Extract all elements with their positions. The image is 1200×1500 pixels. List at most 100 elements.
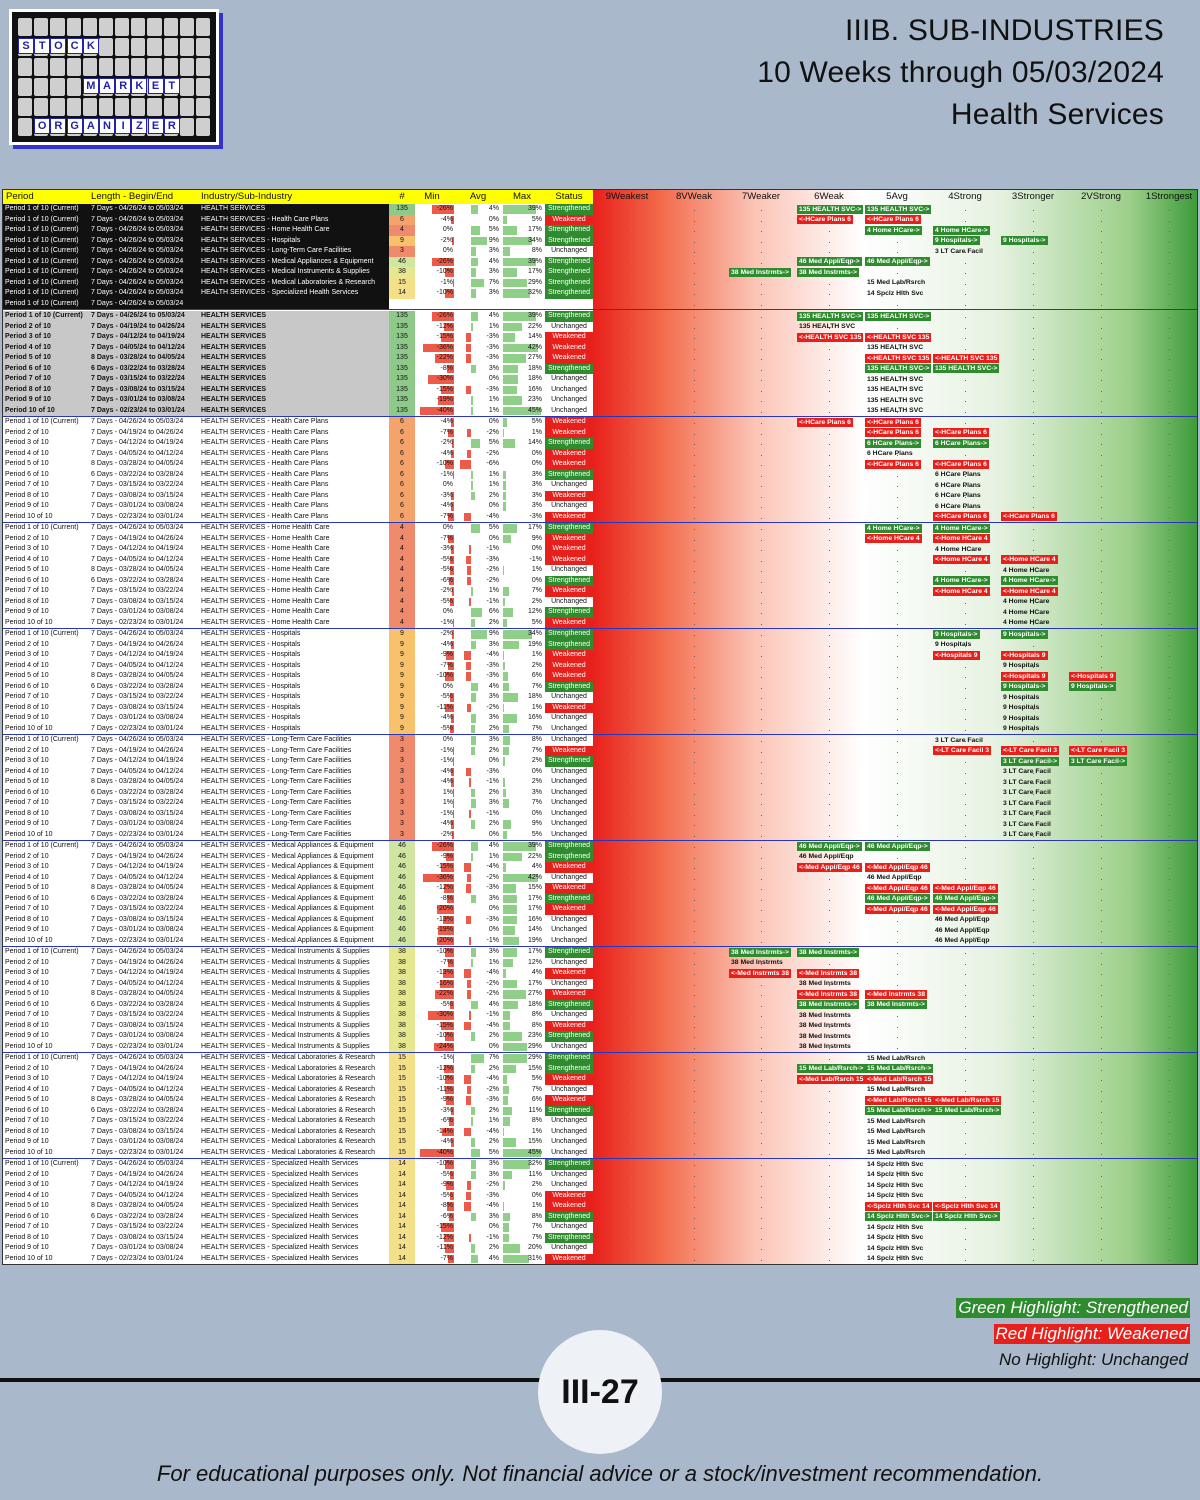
status-cell-background bbox=[545, 629, 593, 640]
min-bar bbox=[453, 757, 454, 766]
length-cell: 6 Days - 03/22/24 to 03/28/24 bbox=[91, 576, 184, 584]
status-cell-background bbox=[545, 204, 593, 215]
status-cell: Weakened bbox=[552, 746, 586, 754]
category-dot bbox=[627, 1238, 628, 1240]
category-dot bbox=[1033, 984, 1034, 986]
count-cell-background bbox=[389, 872, 415, 883]
count-cell: 46 bbox=[398, 863, 406, 870]
category-dot bbox=[897, 411, 898, 413]
category-label: 46 Med Appl/Eqp-> bbox=[797, 841, 862, 851]
logo-tile bbox=[163, 98, 178, 116]
avg-bar bbox=[471, 470, 473, 479]
category-label: <-Med Appl/Eqp 46 bbox=[933, 904, 998, 914]
category-dot bbox=[1169, 1165, 1170, 1166]
category-label: <-Med Lab/Rsrch 15 bbox=[933, 1095, 1002, 1105]
count-cell-background bbox=[389, 438, 415, 449]
count-cell: 135 bbox=[396, 396, 408, 403]
avg-cell: 4% bbox=[488, 312, 499, 319]
category-dot bbox=[965, 571, 966, 572]
category-dot bbox=[1101, 444, 1102, 445]
category-dot bbox=[1169, 635, 1170, 636]
category-dot bbox=[694, 729, 695, 731]
avg-bar bbox=[464, 863, 471, 872]
count-cell-background bbox=[389, 1190, 415, 1201]
avg-cell: 2% bbox=[488, 618, 499, 626]
category-dot bbox=[761, 465, 762, 466]
count-cell: 14 bbox=[398, 1212, 406, 1220]
category-dot bbox=[965, 252, 966, 253]
category-dot bbox=[1101, 560, 1102, 562]
category-dot bbox=[897, 241, 898, 243]
min-bar bbox=[441, 1021, 454, 1030]
length-cell: 6 Days - 03/22/24 to 03/28/24 bbox=[91, 1000, 184, 1008]
category-dot bbox=[694, 1259, 695, 1261]
logo-tile bbox=[34, 58, 49, 76]
category-dot bbox=[1033, 1217, 1034, 1219]
status-cell: Unchanged bbox=[551, 1181, 587, 1188]
count-cell: 3 bbox=[400, 809, 404, 817]
count-cell-background bbox=[389, 639, 415, 650]
category-dot bbox=[829, 804, 830, 805]
category-dot bbox=[897, 963, 898, 965]
category-dot bbox=[965, 220, 966, 222]
max-bar bbox=[503, 618, 507, 627]
min-cell: -19% bbox=[436, 926, 453, 933]
industry-cell: HEALTH SERVICES bbox=[201, 205, 266, 212]
min-cell: -10% bbox=[436, 948, 453, 955]
category-dot bbox=[1101, 613, 1102, 614]
category-dot bbox=[965, 1228, 966, 1229]
status-cell: Weakened bbox=[552, 651, 586, 658]
category-dot bbox=[694, 1016, 695, 1017]
category-dot bbox=[627, 454, 628, 456]
category-dot bbox=[1101, 304, 1102, 306]
category-dot bbox=[897, 708, 898, 710]
category-dot bbox=[965, 793, 966, 795]
length-cell: 7 Days - 02/23/24 to 03/01/24 bbox=[91, 724, 184, 732]
industry-cell: HEALTH SERVICES - Medical Laboratories &… bbox=[201, 1085, 376, 1093]
count-cell-background bbox=[389, 1159, 415, 1170]
avg-cell: -2% bbox=[486, 1181, 499, 1188]
category-dot bbox=[1169, 698, 1170, 699]
category-dot bbox=[761, 687, 762, 689]
avg-bar bbox=[471, 608, 482, 617]
category-dot bbox=[1169, 1047, 1170, 1049]
length-cell: 7 Days - 04/05/24 to 04/12/24 bbox=[91, 449, 184, 457]
min-cell: -1% bbox=[440, 470, 453, 478]
logo-tile bbox=[34, 78, 49, 96]
category-dot bbox=[761, 262, 762, 264]
status-cell: Strengthened bbox=[547, 852, 591, 860]
category-dot bbox=[897, 878, 898, 880]
avg-bar bbox=[471, 682, 478, 691]
category-dot bbox=[829, 304, 830, 306]
category-dot bbox=[627, 1016, 628, 1017]
category-dot bbox=[965, 953, 966, 954]
category-label: <-HEALTH SVC 135 bbox=[865, 332, 932, 342]
length-cell: 8 Days - 03/28/24 to 04/05/24 bbox=[91, 884, 184, 891]
category-dot bbox=[694, 369, 695, 371]
length-cell: 7 Days - 04/05/24 to 04/12/24 bbox=[91, 767, 184, 775]
category-dot bbox=[897, 252, 898, 253]
min-bar bbox=[450, 566, 454, 575]
avg-cell: -3% bbox=[486, 333, 499, 340]
length-cell: 7 Days - 04/19/24 to 04/26/24 bbox=[91, 1064, 184, 1072]
industry-cell: HEALTH SERVICES - Medical Laboratories &… bbox=[201, 1138, 376, 1145]
category-dot bbox=[829, 910, 830, 911]
max-bar bbox=[503, 566, 504, 575]
max-cell: 15% bbox=[527, 1138, 542, 1145]
period-cell: Period 6 of 10 bbox=[5, 788, 49, 796]
group-separator bbox=[3, 309, 1197, 310]
max-cell: 39% bbox=[527, 312, 542, 319]
min-cell: -9% bbox=[440, 852, 453, 860]
category-dot bbox=[965, 920, 966, 922]
avg-cell: 3% bbox=[488, 736, 499, 743]
count-cell-background bbox=[389, 702, 415, 713]
category-dot bbox=[761, 327, 762, 329]
period-cell: Period 5 of 10 bbox=[5, 1202, 49, 1209]
count-cell-background bbox=[389, 692, 415, 703]
avg-cell: -3% bbox=[486, 661, 499, 669]
status-cell: Weakened bbox=[552, 545, 586, 552]
category-label: 15 Med Lab/Rsrch bbox=[867, 1128, 926, 1135]
avg-cell: 3% bbox=[488, 714, 499, 721]
category-label: <-HCare Plans 6 bbox=[797, 215, 853, 224]
period-cell: Period 5 of 10 bbox=[5, 778, 49, 785]
